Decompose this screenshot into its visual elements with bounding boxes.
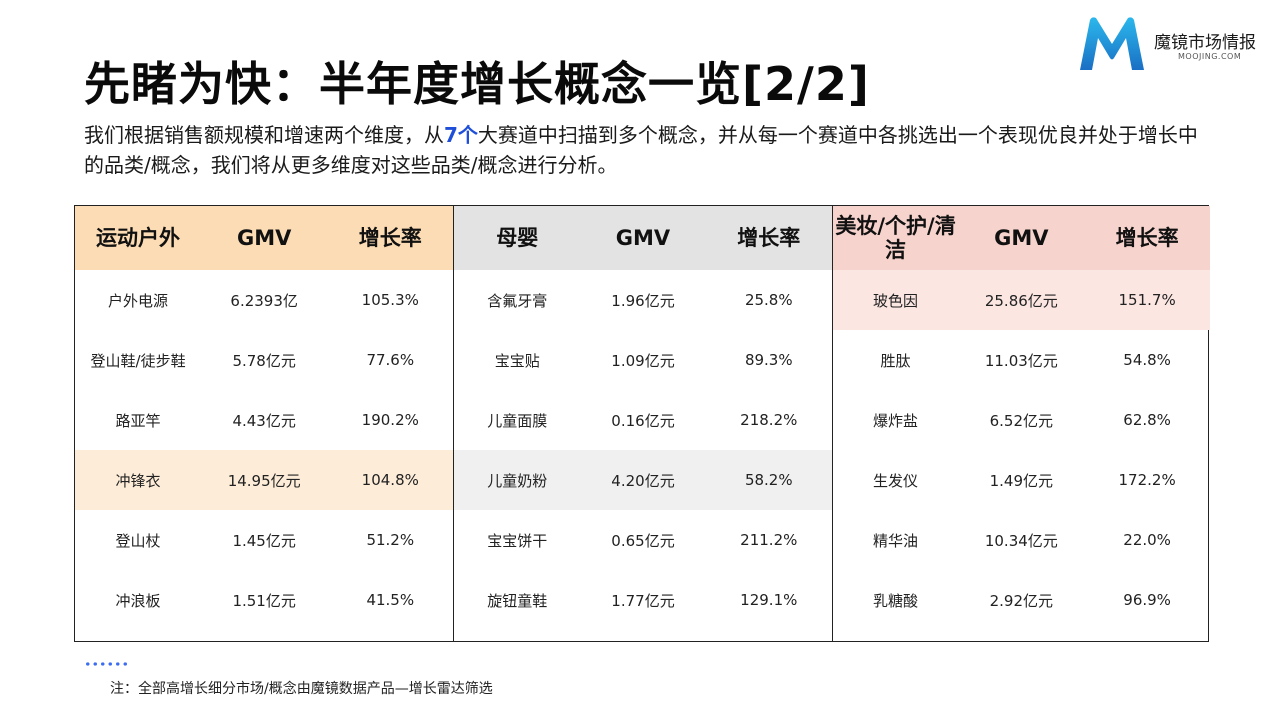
concept-name: 宝宝贴 (494, 351, 540, 370)
intro-text-start: 我们根据销售额规模和增速两个维度，从 (84, 123, 444, 147)
section-mother-baby: 母婴 GMV 增长率 含氟牙膏 1.96亿元 25.8% 宝宝贴 1.09亿元 … (453, 206, 832, 641)
concept-table: 运动户外 GMV 增长率 户外电源 6.2393亿 105.3% 登山鞋/徒步鞋… (74, 205, 1210, 642)
concept-name: 登山鞋/徒步鞋 (90, 351, 186, 370)
gmv-value: 1.77亿元 (611, 591, 675, 610)
concept-name: 户外电源 (108, 291, 169, 310)
growth-value: 105.3% (361, 291, 419, 309)
intro-highlight: 7个 (444, 123, 478, 147)
table-row: 户外电源 6.2393亿 105.3% (75, 270, 453, 330)
intro-text-end: 大赛道中扫描到多个概念，并从每一个赛道中各挑选出一个表现优良并处于增长中的品类/… (84, 123, 1198, 177)
growth-value: 190.2% (361, 411, 419, 429)
page-title: 先睹为快：半年度增长概念一览[2/2] (84, 57, 870, 111)
concept-name: 冲锋衣 (115, 471, 161, 490)
concept-name: 登山杖 (115, 531, 161, 550)
table-row: 精华油 10.34亿元 22.0% (833, 510, 1210, 570)
table-row-highlighted: 冲锋衣 14.95亿元 104.8% (75, 450, 454, 510)
gmv-value: 4.43亿元 (232, 411, 296, 430)
growth-value: 129.1% (740, 591, 798, 609)
gmv-value: 1.51亿元 (232, 591, 296, 610)
growth-value: 51.2% (366, 531, 415, 549)
gmv-value: 4.20亿元 (611, 471, 675, 490)
header-gmv: GMV (994, 226, 1049, 250)
concept-name: 儿童奶粉 (487, 471, 548, 490)
concept-name: 儿童面膜 (487, 411, 548, 430)
growth-value: 89.3% (744, 351, 793, 369)
table-row: 胜肽 11.03亿元 54.8% (833, 330, 1210, 390)
growth-value: 104.8% (361, 471, 419, 489)
table-row: 生发仪 1.49亿元 172.2% (833, 450, 1210, 510)
growth-value: 96.9% (1123, 591, 1171, 609)
gmv-value: 25.86亿元 (984, 291, 1058, 310)
table-row: 冲浪板 1.51亿元 41.5% (75, 570, 453, 630)
concept-name: 玻色因 (873, 291, 919, 310)
growth-value: 58.2% (744, 471, 793, 489)
footnote: 注：全部高增长细分市场/概念由魔镜数据产品—增长雷达筛选 (110, 681, 493, 697)
gmv-value: 5.78亿元 (232, 351, 296, 370)
table-row-highlighted: 玻色因 25.86亿元 151.7% (832, 270, 1210, 330)
section-header: 母婴 GMV 增长率 (454, 206, 832, 270)
header-growth: 增长率 (737, 226, 801, 250)
growth-value: 41.5% (366, 591, 415, 609)
growth-value: 172.2% (1118, 471, 1176, 489)
gmv-value: 0.65亿元 (611, 531, 675, 550)
logo-sub-text: MOOJING.COM (1178, 52, 1242, 61)
table-row: 爆炸盐 6.52亿元 62.8% (833, 390, 1210, 450)
dotted-divider (84, 662, 130, 666)
growth-value: 77.6% (366, 351, 415, 369)
table-row: 登山鞋/徒步鞋 5.78亿元 77.6% (75, 330, 453, 390)
concept-name: 路亚竿 (115, 411, 161, 430)
section-sports-outdoor: 运动户外 GMV 增长率 户外电源 6.2393亿 105.3% 登山鞋/徒步鞋… (75, 206, 454, 641)
gmv-value: 2.92亿元 (989, 591, 1054, 610)
concept-name: 爆炸盐 (873, 411, 919, 430)
table-row: 登山杖 1.45亿元 51.2% (75, 510, 453, 570)
logo-brand-text: 魔镜市场情报 (1154, 33, 1256, 53)
table-row: 儿童面膜 0.16亿元 218.2% (454, 390, 831, 450)
growth-value: 62.8% (1123, 411, 1171, 429)
table-row: 含氟牙膏 1.96亿元 25.8% (454, 270, 831, 330)
moojing-m-icon (1080, 17, 1144, 70)
section-header: 运动户外 GMV 增长率 (75, 206, 454, 270)
table-row: 旋钮童鞋 1.77亿元 129.1% (454, 570, 831, 630)
gmv-value: 10.34亿元 (984, 531, 1058, 550)
gmv-value: 11.03亿元 (984, 351, 1058, 370)
header-category: 母婴 (496, 226, 539, 250)
header-category: 美妆/个护/清洁 (835, 214, 956, 262)
concept-name: 生发仪 (873, 471, 919, 490)
gmv-value: 1.09亿元 (611, 351, 675, 370)
growth-value: 25.8% (744, 291, 793, 309)
gmv-value: 6.52亿元 (989, 411, 1054, 430)
concept-name: 乳糖酸 (873, 591, 919, 610)
gmv-value: 14.95亿元 (227, 471, 301, 490)
header-growth: 增长率 (1115, 226, 1179, 250)
growth-value: 211.2% (740, 531, 798, 549)
header-gmv: GMV (236, 226, 292, 250)
section-beauty-care: 美妆/个护/清洁 GMV 增长率 玻色因 25.86亿元 151.7% 胜肽 1… (831, 206, 1210, 641)
growth-value: 151.7% (1118, 291, 1176, 309)
header-growth: 增长率 (358, 226, 422, 250)
concept-name: 冲浪板 (115, 591, 161, 610)
gmv-value: 6.2393亿 (230, 291, 298, 310)
concept-name: 胜肽 (880, 351, 911, 370)
header-category: 运动户外 (96, 226, 181, 250)
gmv-value: 1.49亿元 (989, 471, 1054, 490)
growth-value: 54.8% (1123, 351, 1171, 369)
intro-paragraph: 我们根据销售额规模和增速两个维度，从7个大赛道中扫描到多个概念，并从每一个赛道中… (84, 120, 1204, 180)
concept-name: 含氟牙膏 (487, 291, 548, 310)
table-row: 宝宝饼干 0.65亿元 211.2% (454, 510, 831, 570)
gmv-value: 0.16亿元 (611, 411, 675, 430)
concept-name: 宝宝饼干 (487, 531, 548, 550)
gmv-value: 1.96亿元 (611, 291, 675, 310)
concept-name: 旋钮童鞋 (487, 591, 548, 610)
concept-name: 精华油 (873, 531, 919, 550)
header-gmv: GMV (615, 226, 671, 250)
table-row: 乳糖酸 2.92亿元 96.9% (833, 570, 1210, 630)
table-row-highlighted: 儿童奶粉 4.20亿元 58.2% (454, 450, 832, 510)
growth-value: 22.0% (1123, 531, 1171, 549)
growth-value: 218.2% (740, 411, 798, 429)
section-header: 美妆/个护/清洁 GMV 增长率 (832, 206, 1210, 270)
gmv-value: 1.45亿元 (232, 531, 296, 550)
table-row: 路亚竿 4.43亿元 190.2% (75, 390, 453, 450)
moojing-logo: 魔镜市场情报 MOOJING.COM (1076, 14, 1266, 74)
table-row: 宝宝贴 1.09亿元 89.3% (454, 330, 831, 390)
